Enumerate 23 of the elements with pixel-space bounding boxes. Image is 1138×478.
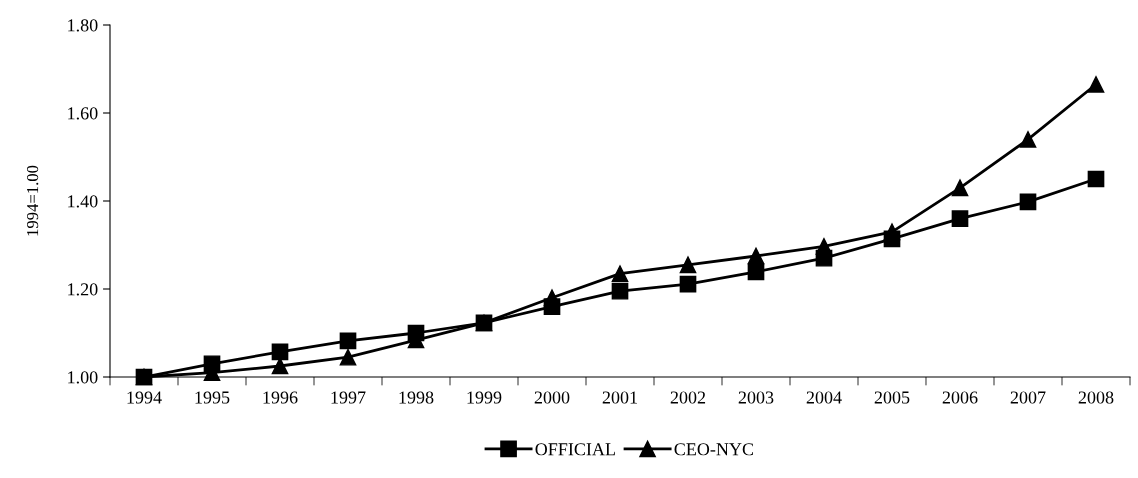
x-tick-label: 2007: [1010, 391, 1046, 404]
x-tick-label: 2002: [670, 391, 706, 404]
legend-label: OFFICIAL: [535, 443, 615, 456]
x-tick-label: 2006: [942, 391, 978, 404]
y-axis-title: 1994=1.00: [26, 165, 39, 236]
y-tick-label: 1.60: [68, 107, 98, 120]
y-tick-label: 1.80: [68, 19, 98, 32]
x-tick-label: 2003: [738, 391, 774, 404]
x-tick-label: 1994: [127, 391, 162, 404]
x-tick-label: 2004: [806, 391, 842, 404]
y-tick-label: 1.00: [68, 371, 98, 384]
x-tick-label: 1995: [195, 391, 230, 404]
x-tick-label: 1999: [467, 391, 502, 404]
legend-label: CEO-NYC: [674, 443, 754, 456]
x-tick-label: 2005: [874, 391, 910, 404]
x-tick-label: 2008: [1078, 391, 1114, 404]
y-tick-label: 1.40: [68, 195, 98, 208]
x-tick-label: 2001: [602, 391, 637, 404]
x-tick-label: 1996: [263, 391, 298, 404]
y-tick-label: 1.20: [68, 283, 98, 296]
x-tick-label: 1998: [399, 391, 434, 404]
x-tick-label: 2000: [534, 391, 570, 404]
x-tick-label: 1997: [331, 391, 366, 404]
